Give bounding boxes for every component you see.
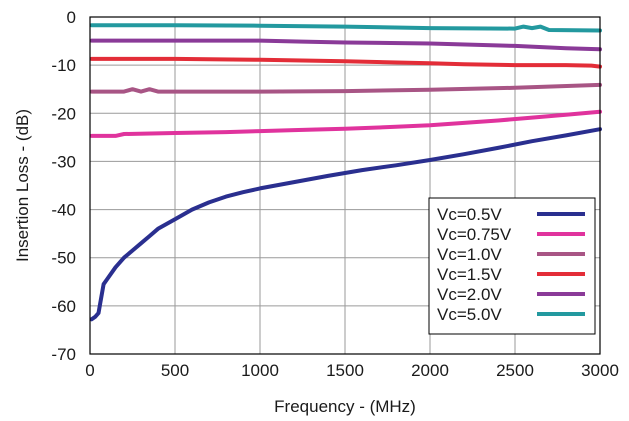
legend: Vc=0.5VVc=0.75VVc=1.0VVc=1.5VVc=2.0VVc=5… — [428, 197, 596, 335]
y-tick-label: -60 — [51, 297, 76, 316]
y-tick-labels: 0 -10 -20 -30 -40 -50 -60 -70 — [51, 8, 76, 364]
y-tick-label: -30 — [51, 152, 76, 171]
x-axis-title: Frequency - (MHz) — [274, 397, 416, 416]
legend-label: Vc=0.75V — [437, 225, 512, 244]
legend-label: Vc=1.0V — [437, 245, 502, 264]
legend-box — [428, 197, 596, 335]
series-lines — [89, 23, 602, 322]
series-line-vc-1-5v — [89, 56, 602, 69]
y-tick-label: 0 — [67, 8, 76, 27]
x-tick-label: 500 — [161, 361, 189, 380]
legend-label: Vc=2.0V — [437, 285, 502, 304]
series-line-vc-5-0v — [89, 23, 602, 33]
plot-frame — [89, 16, 601, 355]
y-tick-label: -20 — [51, 104, 76, 123]
series-line-vc-0-75v — [89, 109, 602, 138]
x-tick-label: 3000 — [581, 361, 619, 380]
x-tick-label: 2000 — [411, 361, 449, 380]
y-tick-label: -10 — [51, 56, 76, 75]
x-tick-label: 1500 — [326, 361, 364, 380]
x-tick-labels: 0 500 1000 1500 2000 2500 3000 — [85, 361, 619, 380]
x-tick-label: 2500 — [496, 361, 534, 380]
y-tick-label: -50 — [51, 249, 76, 268]
series-line-vc-1-0v — [89, 82, 602, 94]
legend-label: Vc=5.0V — [437, 305, 502, 324]
y-tick-label: -70 — [51, 345, 76, 364]
y-tick-label: -40 — [51, 201, 76, 220]
series-line-vc-0-5v — [89, 127, 602, 322]
x-tick-label: 1000 — [241, 361, 279, 380]
x-tick-label: 0 — [85, 361, 94, 380]
legend-label: Vc=1.5V — [437, 265, 502, 284]
legend-label: Vc=0.5V — [437, 205, 502, 224]
series-line-vc-2-0v — [89, 38, 602, 52]
y-axis-title: Insertion Loss - (dB) — [13, 109, 32, 262]
